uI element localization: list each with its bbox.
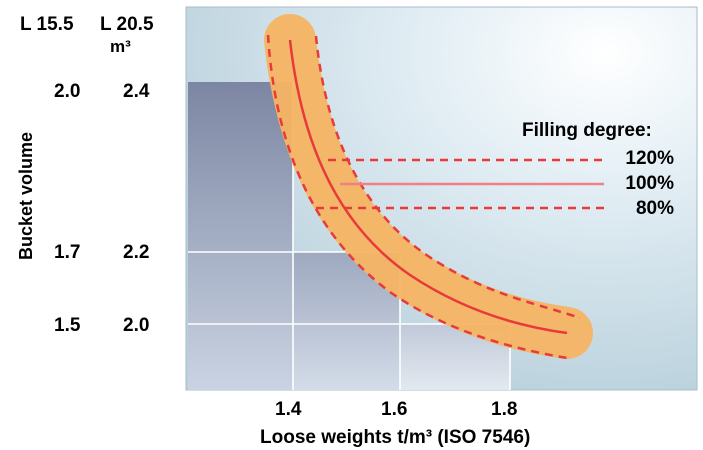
legend-title: Filling degree: [522,120,652,141]
band-edge-lower [314,35,581,320]
y-tick-l205: 2.4 [123,81,150,102]
y-unit: m³ [110,37,131,56]
y-axis-title: Bucket volume [16,131,36,261]
x-tick: 1.4 [275,399,302,420]
legend-item-100: 100% [625,173,674,194]
y-tick-l205: 2.0 [123,315,150,336]
series-curve [288,39,568,335]
y-tick-l155: 1.5 [54,315,81,336]
x-axis-title: Loose weights t/m³ (ISO 7546) [260,427,531,448]
y-tick-l155: 2.0 [54,81,81,102]
y-tick-l155: 1.7 [54,242,81,263]
y-header-l205: L 20.5 [100,14,154,35]
x-tick: 1.6 [381,399,408,420]
legend-item-80: 80% [635,198,674,219]
y-tick-l205: 2.2 [123,242,150,263]
legend-item-120: 120% [625,148,674,169]
region-high [188,82,293,390]
y-header-l155: L 15.5 [20,14,74,35]
band-edge-upper [266,34,568,360]
x-tick: 1.8 [491,399,518,420]
